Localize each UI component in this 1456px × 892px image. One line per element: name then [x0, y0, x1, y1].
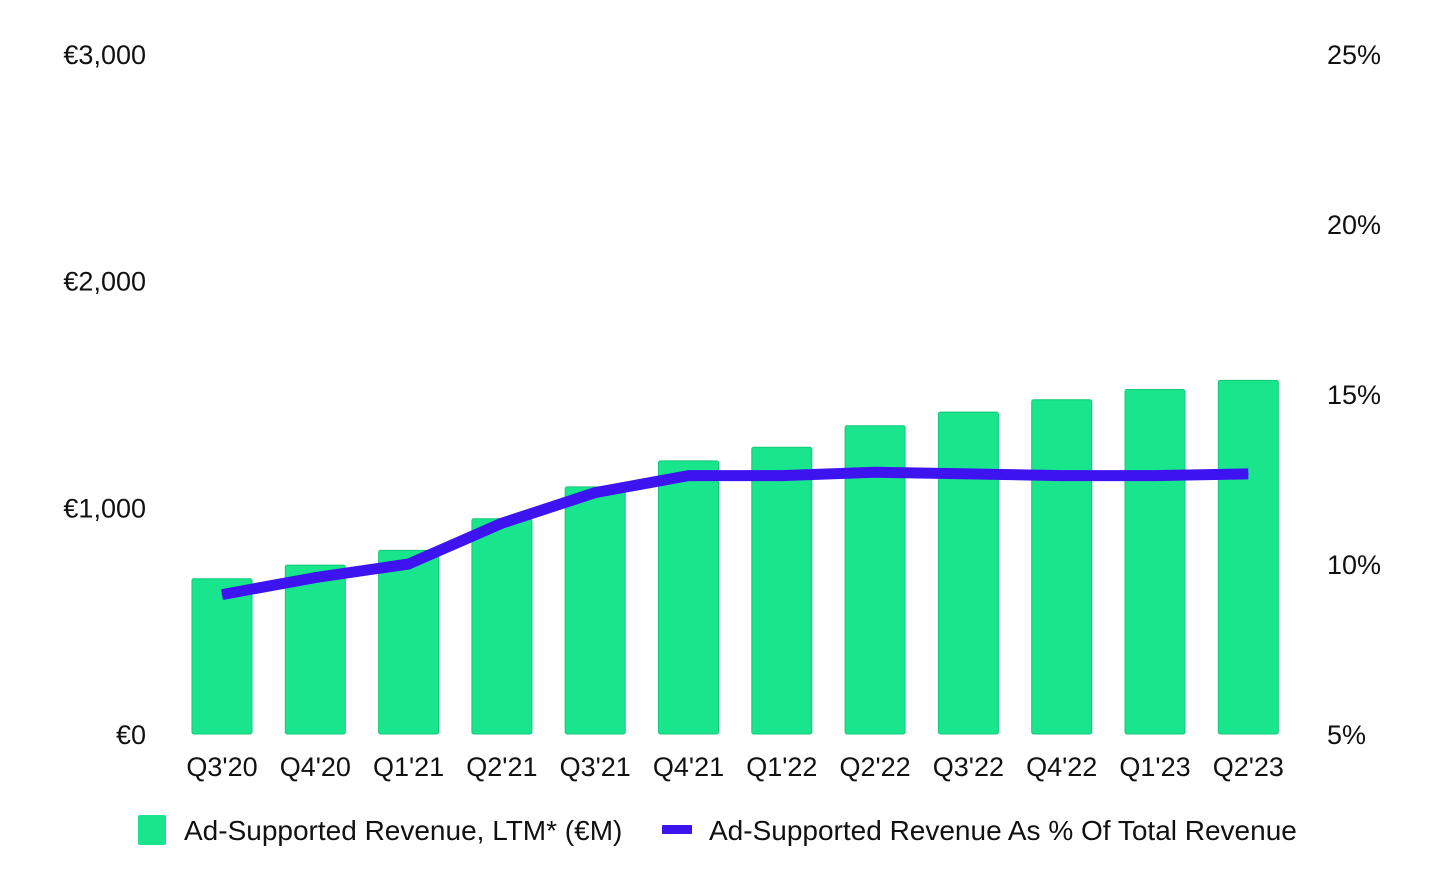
x-tick-label: Q1'22: [746, 752, 817, 782]
line-point-Q1'23: [1154, 475, 1156, 477]
x-tick-label: Q4'22: [1026, 752, 1097, 782]
line-point-Q3'20: [221, 594, 223, 596]
x-tick-label: Q2'21: [466, 752, 537, 782]
right-tick-label: 15%: [1327, 380, 1381, 410]
x-tick-label: Q3'22: [933, 752, 1004, 782]
x-tick-label: Q3'21: [560, 752, 631, 782]
left-tick-label: €0: [116, 720, 146, 750]
right-tick-label: 10%: [1327, 550, 1381, 580]
bar-Q1'23: [1124, 389, 1186, 735]
x-tick-label: Q4'21: [653, 752, 724, 782]
bar-Q4'22: [1031, 399, 1093, 735]
left-tick-label: €3,000: [63, 40, 146, 70]
line-point-Q4'21: [688, 475, 689, 477]
x-tick-label: Q2'22: [839, 752, 910, 782]
line-point-Q3'21: [594, 492, 596, 494]
bar-Q3'21: [564, 486, 626, 735]
bar-Q3'22: [937, 411, 999, 735]
line-point-Q2'21: [501, 522, 503, 524]
bar-Q4'21: [658, 460, 719, 735]
x-tick-label: Q3'20: [186, 752, 257, 782]
bar-Q2'22: [844, 425, 906, 735]
x-tick-label: Q4'20: [280, 752, 351, 782]
x-tick-label: Q1'21: [373, 752, 444, 782]
left-tick-label: €2,000: [63, 267, 146, 297]
right-tick-label: 5%: [1327, 720, 1366, 750]
x-axis: Q3'20 Q4'20 Q1'21 Q2'21 Q3'21 Q4'21 Q1'22 Q2'22…: [186, 752, 1284, 782]
bar-Q4'20: [284, 564, 346, 735]
right-tick-label: 20%: [1327, 210, 1381, 240]
line-point-Q2'23: [1247, 473, 1249, 475]
legend: Ad-Supported Revenue, LTM* (€M) Ad-Suppo…: [138, 815, 1297, 846]
line-point-Q3'22: [967, 473, 969, 475]
left-axis: €0 €1,000 €2,000 €3,000: [63, 40, 146, 750]
legend-label-revenue: Ad-Supported Revenue, LTM* (€M): [184, 815, 622, 846]
bar-Q1'21: [378, 549, 440, 735]
line-point-Q4'22: [1061, 475, 1063, 477]
percentage-line: [221, 466, 1249, 601]
x-tick-label: Q2'23: [1213, 752, 1284, 782]
line-point-Q4'20: [314, 577, 316, 579]
right-axis: 5% 10% 15% 20% 25%: [1327, 40, 1381, 750]
legend-swatch-revenue: [138, 815, 166, 845]
bars-layer: [191, 379, 1279, 735]
left-tick-label: €1,000: [63, 493, 146, 523]
line-point-Q1'21: [408, 563, 410, 565]
line-layer: [221, 466, 1249, 601]
line-point-Q2'22: [874, 471, 876, 473]
right-tick-label: 25%: [1327, 40, 1381, 70]
legend-swatch-percentage: [662, 825, 692, 834]
x-tick-label: Q1'23: [1119, 752, 1190, 782]
bar-Q3'20: [191, 578, 253, 735]
bar-Q2'23: [1217, 379, 1279, 735]
line-point-Q1'22: [781, 475, 783, 477]
legend-label-percentage: Ad-Supported Revenue As % Of Total Reven…: [709, 815, 1297, 846]
bar-Q2'21: [471, 518, 533, 735]
bar-Q1'22: [751, 446, 813, 735]
